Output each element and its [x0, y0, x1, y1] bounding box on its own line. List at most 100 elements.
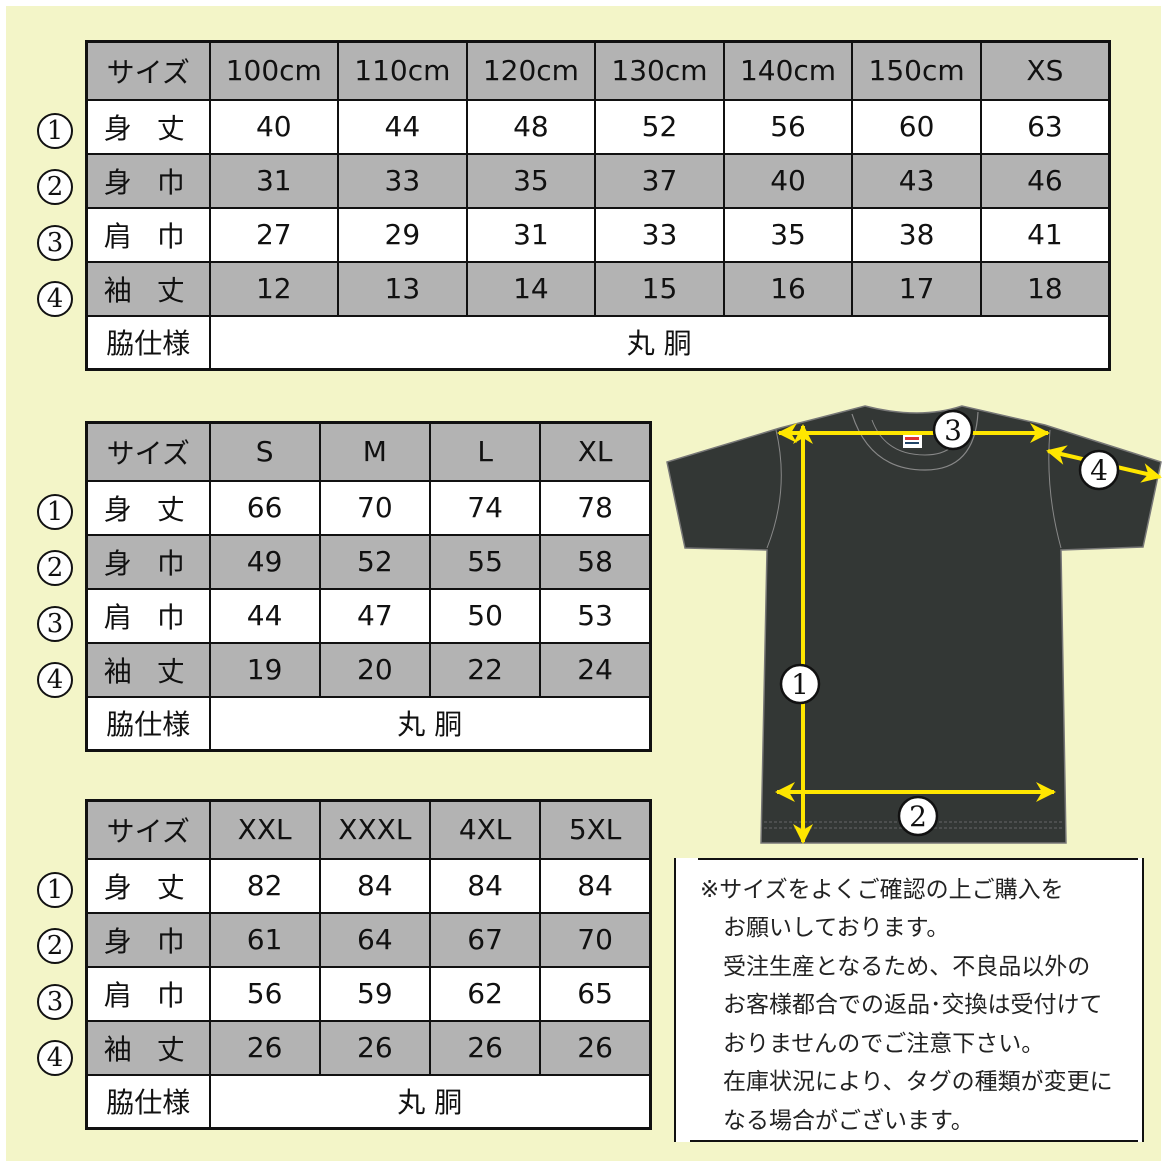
header-cell: S — [208, 421, 321, 482]
size-table-3: サイズ XXL XXXL 4XL 5XL 身 丈 82 84 84 84 身 巾 61 64 67 70 肩 … — [85, 799, 652, 1130]
value-cell: 13 — [337, 260, 468, 317]
value-cell: 19 — [208, 641, 321, 698]
value-cell: 29 — [337, 206, 468, 263]
header-cell: 5XL — [539, 799, 652, 860]
value-cell: 12 — [208, 260, 340, 317]
footer-value: 丸 胴 — [208, 1073, 652, 1130]
value-cell: 55 — [428, 533, 542, 590]
value-cell: 26 — [208, 1019, 321, 1076]
marker-2: 2 — [909, 800, 927, 833]
shirt-tag — [903, 434, 922, 448]
row-marker: 1 — [37, 494, 73, 530]
row-marker: 3 — [37, 225, 73, 261]
value-cell: 52 — [594, 98, 725, 155]
table-row: 身 巾 49 52 55 58 — [85, 533, 652, 590]
value-cell: 38 — [851, 206, 982, 263]
table-row: 袖 丈 12 13 14 15 16 17 18 — [85, 260, 1111, 317]
header-cell: 100cm — [208, 40, 340, 101]
table-row: 身 巾 61 64 67 70 — [85, 911, 652, 968]
value-cell: 61 — [208, 911, 321, 968]
row-label: 身 巾 — [85, 152, 211, 209]
size-table-2: サイズ S M L XL 身 丈 66 70 74 78 身 巾 49 52 55 58 肩 巾 44 47 50 5… — [85, 421, 652, 752]
header-cell: サイズ — [85, 421, 211, 482]
header-cell: 140cm — [722, 40, 854, 101]
header-row: サイズ S M L XL — [85, 421, 652, 482]
value-cell: 44 — [208, 587, 321, 644]
value-cell: 84 — [318, 857, 432, 914]
value-cell: 35 — [465, 152, 597, 209]
value-cell: 33 — [337, 152, 468, 209]
row-label: 身 丈 — [85, 857, 211, 914]
notice-line: ※サイズをよくご確認の上ご購入を — [700, 877, 1064, 903]
notice-line: お願いしております。 — [700, 915, 950, 941]
header-row: サイズ 100cm 110cm 120cm 130cm 140cm 150cm XS — [85, 40, 1111, 101]
notice-line: お客様都合での返品･交換は受付けて — [700, 992, 1103, 1018]
row-label: 身 巾 — [85, 911, 211, 968]
row-label: 肩 巾 — [85, 587, 211, 644]
value-cell: 52 — [318, 533, 432, 590]
row-label: 肩 巾 — [85, 965, 211, 1022]
row-marker: 3 — [37, 984, 73, 1020]
header-cell: 110cm — [337, 40, 468, 101]
footer-row: 脇仕様丸 胴 — [85, 314, 1111, 371]
row-marker: 2 — [37, 550, 73, 586]
value-cell: 48 — [465, 98, 597, 155]
table-row: 肩 巾 56 59 62 65 — [85, 965, 652, 1022]
row-label: 身 丈 — [85, 98, 211, 155]
table-row: 袖 丈 26 26 26 26 — [85, 1019, 652, 1076]
value-cell: 59 — [318, 965, 432, 1022]
header-cell: 130cm — [594, 40, 725, 101]
header-cell: サイズ — [85, 799, 211, 860]
tshirt-body — [666, 405, 1162, 844]
footer-label: 脇仕様 — [85, 314, 211, 371]
header-cell: 150cm — [851, 40, 982, 101]
value-cell: 84 — [428, 857, 542, 914]
row-label: 身 丈 — [85, 479, 211, 536]
notice-line: 受注生産となるため、不良品以外の — [700, 954, 1091, 980]
table-row: 身 丈 66 70 74 78 — [85, 479, 652, 536]
value-cell: 70 — [539, 911, 652, 968]
header-cell: サイズ — [85, 40, 211, 101]
marker-3: 3 — [944, 414, 962, 447]
notice-box: ※サイズをよくご確認の上ご購入を お願いしております。 受注生産となるため、不良… — [674, 858, 1144, 1142]
header-cell: XL — [539, 421, 652, 482]
value-cell: 43 — [851, 152, 982, 209]
header-row: サイズ XXL XXXL 4XL 5XL — [85, 799, 652, 860]
row-label: 袖 丈 — [85, 260, 211, 317]
footer-row: 脇仕様丸 胴 — [85, 695, 652, 752]
header-cell: 4XL — [428, 799, 542, 860]
value-cell: 84 — [539, 857, 652, 914]
value-cell: 31 — [208, 152, 340, 209]
value-cell: 50 — [428, 587, 542, 644]
value-cell: 65 — [539, 965, 652, 1022]
notice-line: 在庫状況により、タグの種類が変更に — [700, 1069, 1113, 1095]
table-row: 肩 巾 44 47 50 53 — [85, 587, 652, 644]
value-cell: 41 — [979, 206, 1111, 263]
row-marker: 4 — [37, 281, 73, 317]
value-cell: 35 — [722, 206, 854, 263]
value-cell: 53 — [539, 587, 652, 644]
header-cell: XXL — [208, 799, 321, 860]
value-cell: 24 — [539, 641, 652, 698]
notice-line: なる場合がございます。 — [700, 1108, 974, 1134]
row-marker: 3 — [37, 606, 73, 642]
table-row: 身 巾 31 33 35 37 40 43 46 — [85, 152, 1111, 209]
value-cell: 60 — [851, 98, 982, 155]
header-cell: L — [428, 421, 542, 482]
row-label: 肩 巾 — [85, 206, 211, 263]
value-cell: 47 — [318, 587, 432, 644]
value-cell: 74 — [428, 479, 542, 536]
value-cell: 70 — [318, 479, 432, 536]
value-cell: 67 — [428, 911, 542, 968]
value-cell: 18 — [979, 260, 1111, 317]
value-cell: 33 — [594, 206, 725, 263]
footer-value: 丸 胴 — [208, 695, 652, 752]
footer-label: 脇仕様 — [85, 695, 211, 752]
value-cell: 63 — [979, 98, 1111, 155]
row-marker: 4 — [37, 1040, 73, 1076]
value-cell: 66 — [208, 479, 321, 536]
value-cell: 27 — [208, 206, 340, 263]
row-marker: 1 — [37, 113, 73, 149]
header-cell: M — [318, 421, 432, 482]
